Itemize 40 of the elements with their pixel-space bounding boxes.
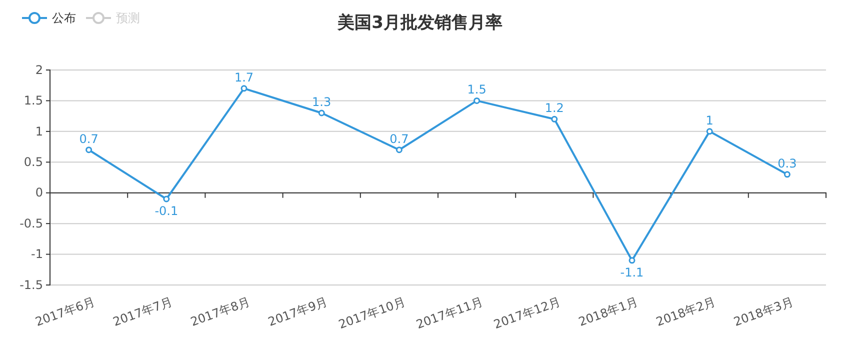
- x-tick-label: 2017年7月: [111, 294, 174, 329]
- x-tick-label: 2017年6月: [33, 294, 97, 329]
- data-label: 1.2: [544, 101, 564, 116]
- x-tick-label: 2017年8月: [188, 294, 252, 329]
- data-label: 1.5: [467, 82, 486, 97]
- y-tick-label: 1.5: [24, 94, 43, 108]
- x-tick-label: 2018年1月: [576, 294, 640, 329]
- y-tick-label: 2: [35, 62, 43, 77]
- y-tick-label: -0.5: [20, 216, 43, 230]
- x-tick-label: 2017年10月: [336, 294, 408, 332]
- point: [474, 97, 480, 104]
- point: [163, 196, 170, 202]
- y-tick-label: 0.5: [24, 154, 43, 169]
- chart-title: 美国3月批发销售月率: [336, 13, 502, 33]
- point: [551, 116, 558, 122]
- point: [318, 110, 325, 116]
- data-label: 0.3: [778, 156, 797, 170]
- data-label: 1.7: [234, 70, 254, 84]
- point: [706, 128, 713, 135]
- x-tick-label: 2017年9月: [266, 294, 330, 329]
- data-label: -1.1: [620, 265, 644, 280]
- point: [396, 146, 402, 154]
- x-tick-label: 2017年11月: [414, 294, 485, 332]
- x-tick-label: 2018年3月: [732, 294, 796, 329]
- x-tick-label: 2018年2月: [654, 294, 718, 329]
- point: [86, 146, 92, 154]
- y-tick-label: -1: [31, 247, 43, 262]
- point: [240, 85, 248, 92]
- legend-label: 公布: [52, 11, 76, 25]
- data-label: 0.7: [79, 132, 98, 146]
- y-tick-label: 0: [35, 186, 43, 200]
- data-label: 0.7: [390, 132, 409, 146]
- data-label: 1: [706, 113, 714, 128]
- y-tick-label: 1: [35, 124, 43, 138]
- y-tick-label: -1.5: [20, 278, 43, 292]
- x-tick-label: 2017年12月: [492, 294, 562, 332]
- data-label: 1.3: [312, 95, 332, 109]
- point: [784, 171, 790, 178]
- point: [628, 257, 636, 264]
- data-label: -0.1: [154, 204, 178, 218]
